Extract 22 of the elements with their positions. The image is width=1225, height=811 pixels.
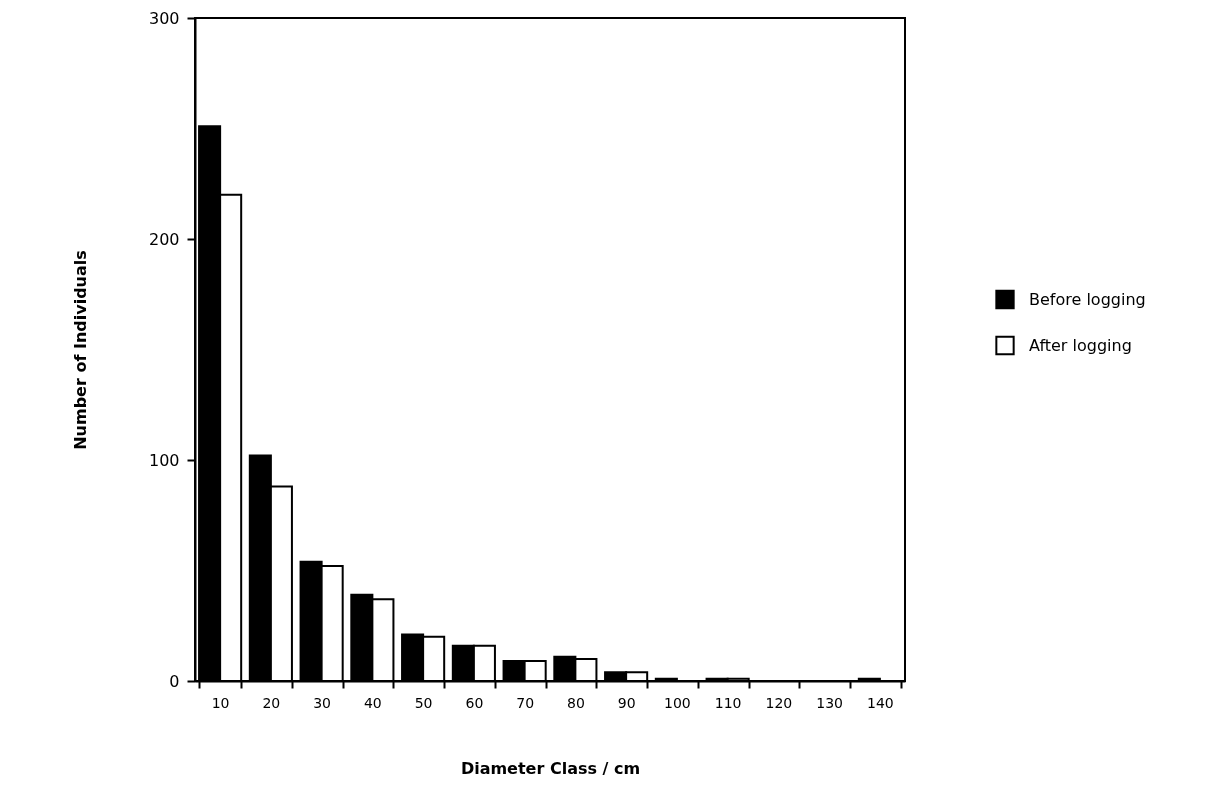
y-axis-title: Number of Individuals	[70, 250, 90, 450]
x-tick-label: 130	[816, 694, 843, 711]
x-tick-label: 110	[714, 694, 742, 711]
x-tick-label: 60	[465, 694, 484, 711]
x-tick-label: 40	[363, 694, 382, 711]
x-tick-label: 10	[211, 694, 230, 711]
x-tick-label: 140	[867, 694, 894, 711]
y-tick-label: 0	[169, 671, 180, 691]
legend-label: Before logging	[1029, 289, 1146, 309]
x-tick-label: 80	[566, 694, 585, 711]
y-tick-label: 300	[148, 8, 180, 28]
y-tick-label: 100	[148, 450, 180, 470]
x-tick-label: 120	[765, 694, 793, 711]
legend-label: After logging	[1029, 335, 1132, 355]
x-tick-label: 70	[516, 694, 535, 711]
x-axis-title: Diameter Class / cm	[460, 758, 641, 778]
x-tick-label: 50	[414, 694, 433, 711]
x-tick-label: 100	[664, 694, 691, 711]
x-tick-label: 90	[617, 694, 636, 711]
x-tick-label: 20	[262, 694, 281, 711]
y-tick-label: 200	[148, 229, 180, 249]
x-tick-label: 30	[313, 694, 332, 711]
